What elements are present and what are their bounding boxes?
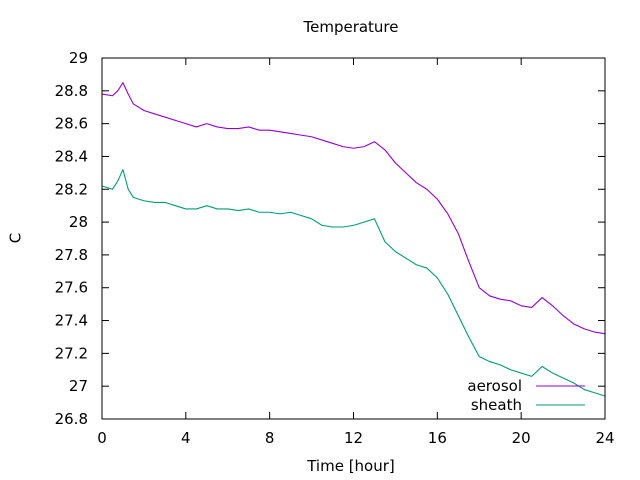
- y-axis-label: C: [7, 233, 25, 243]
- x-tick-label: 8: [265, 429, 275, 447]
- y-tick-label: 28.4: [55, 147, 88, 165]
- y-tick-label: 27.6: [55, 279, 88, 297]
- x-tick-label: 24: [595, 429, 614, 447]
- y-tick-label: 26.8: [55, 410, 88, 428]
- legend-label-aerosol: aerosol: [467, 377, 522, 395]
- x-tick-label: 12: [344, 429, 363, 447]
- y-tick-label: 28.8: [55, 82, 88, 100]
- chart-title: Temperature: [302, 18, 398, 36]
- y-tick-label: 28.6: [55, 115, 88, 133]
- x-tick-label: 4: [181, 429, 191, 447]
- y-tick-label: 27.2: [55, 344, 88, 362]
- x-tick-label: 0: [97, 429, 107, 447]
- x-axis-label: Time [hour]: [306, 457, 395, 475]
- y-tick-label: 27.8: [55, 246, 88, 264]
- y-tick-label: 29: [69, 49, 88, 67]
- x-tick-label: 16: [428, 429, 447, 447]
- y-tick-label: 28.2: [55, 180, 88, 198]
- y-tick-label: 27.4: [55, 312, 88, 330]
- y-tick-label: 27: [69, 377, 88, 395]
- series-line-sheath: [101, 169, 606, 397]
- y-tick-label: 28: [69, 213, 88, 231]
- axis-layer: 0 4 8 12 16 20 24 26.8 27 27.2 27.4 27.6 27.8 28 28.2 2…: [55, 49, 615, 447]
- legend-label-sheath: sheath: [471, 396, 522, 414]
- plot-frame: [101, 57, 606, 420]
- series-line-aerosol: [101, 82, 606, 335]
- x-tick-label: 20: [512, 429, 531, 447]
- series-layer: [101, 82, 606, 397]
